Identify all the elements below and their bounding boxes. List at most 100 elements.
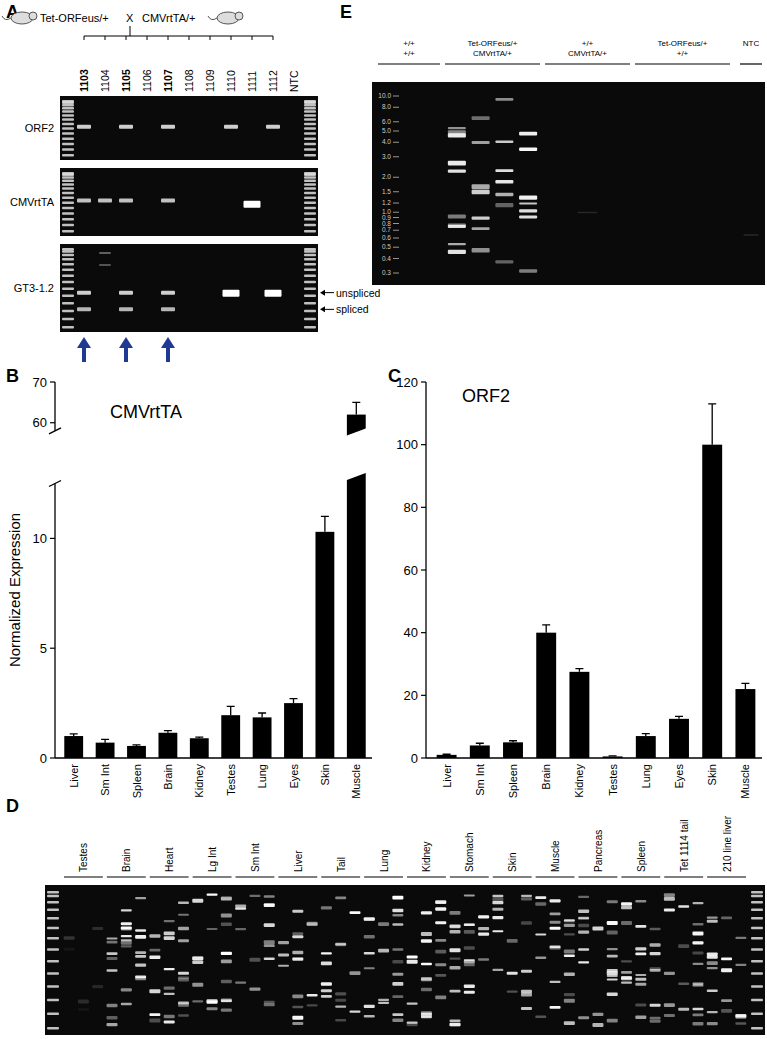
tree-tick: [189, 36, 190, 40]
gel-band: [421, 988, 432, 991]
gel-band: [178, 1014, 189, 1016]
error-bar: [258, 713, 266, 717]
gel-band: [392, 1018, 403, 1021]
gel-band: [192, 956, 203, 960]
gel-band: [278, 941, 289, 944]
gel-band: [62, 148, 74, 151]
cross-parent: Tet-ORFeus/+: [40, 12, 109, 24]
gel-band: [495, 203, 513, 207]
y-axis: [54, 484, 55, 758]
category-label: Sm Int: [99, 764, 111, 796]
band-label: spliced: [336, 303, 369, 315]
gel-band: [121, 1003, 132, 1006]
gel-band: [751, 960, 763, 963]
gel-band: [221, 980, 232, 983]
gel-band: [47, 895, 59, 898]
gel-band: [304, 295, 316, 298]
gel-band: [735, 1014, 746, 1017]
gel-band: [607, 900, 618, 903]
gel-band: [751, 895, 763, 898]
lane-label: 1105: [120, 69, 132, 92]
gel-band: [464, 946, 475, 949]
gel-band: [164, 968, 175, 970]
gel-band: [221, 999, 232, 1002]
bar: [503, 742, 523, 758]
gel-a: [60, 244, 318, 332]
gel-band: [119, 307, 133, 311]
tree-tick: [147, 36, 148, 40]
gel-band: [578, 948, 589, 951]
gel-band: [62, 295, 74, 298]
gel-band: [307, 1004, 318, 1006]
gel-band: [521, 895, 532, 897]
gel-band: [164, 932, 175, 936]
group-line: [193, 876, 232, 877]
gel-band: [62, 101, 74, 104]
bar: [569, 672, 589, 758]
gel-band: [304, 258, 316, 261]
gel-band: [321, 989, 332, 992]
gel-band: [392, 960, 403, 963]
group-line: [545, 63, 630, 64]
gel-band: [292, 1016, 303, 1020]
x-axis: [426, 757, 762, 758]
gel-band: [178, 901, 189, 904]
gel-band: [62, 218, 74, 221]
category-label: Muscle: [350, 764, 362, 799]
category-label: Testes: [607, 764, 619, 796]
gel-band: [304, 183, 316, 186]
gel-band: [678, 1008, 689, 1011]
lane-label: Skin: [507, 853, 518, 872]
y-tick-label: 20: [404, 688, 418, 703]
gel-band: [321, 982, 332, 985]
gel-band: [464, 960, 475, 963]
blue-arrow-head: [161, 337, 175, 348]
gel-band: [62, 224, 74, 227]
gel-band: [304, 176, 316, 179]
gel-band: [564, 972, 575, 976]
gel-band: [507, 972, 518, 975]
error-bar: [443, 754, 451, 756]
gel-band: [304, 127, 316, 130]
gel-band: [550, 946, 561, 949]
gel-background: [60, 244, 318, 332]
gel-band: [635, 1003, 646, 1006]
gel-band: [448, 170, 466, 173]
gel-band: [278, 965, 289, 967]
category-label: Brain: [540, 764, 552, 790]
gel-band: [392, 909, 403, 912]
error-bar: [609, 755, 617, 757]
gel-band: [304, 143, 316, 146]
gel-band: [495, 180, 513, 184]
gel-band: [707, 955, 718, 959]
ladder-tick: [393, 177, 399, 178]
group-line: [378, 63, 440, 64]
gel-band: [450, 925, 461, 927]
gel-band: [607, 993, 618, 997]
gel-band: [692, 984, 703, 986]
gel-band: [664, 1003, 675, 1007]
gel-band: [364, 952, 375, 955]
gel-band: [521, 993, 532, 997]
group-line: [236, 876, 275, 877]
ladder-tick: [393, 121, 399, 122]
gel-band: [751, 908, 763, 911]
ladder-label: 10.0: [378, 92, 391, 99]
group-line: [621, 876, 660, 877]
gel-band: [678, 982, 689, 984]
gel-band: [62, 250, 74, 253]
gel-e: [372, 82, 765, 285]
gel-band: [47, 908, 59, 911]
gel-band: [304, 110, 316, 113]
gel-band: [519, 132, 537, 136]
gel-band: [121, 945, 132, 947]
gel-band: [507, 990, 518, 992]
chart-title: CMVrtTA: [110, 402, 182, 422]
gel-band: [735, 1022, 746, 1024]
gel-band: [735, 964, 746, 966]
ladder-tick: [393, 191, 399, 192]
gel-band: [450, 930, 461, 933]
bar: [669, 719, 689, 758]
gel-band: [550, 921, 561, 924]
chart-title: ORF2: [462, 386, 510, 406]
